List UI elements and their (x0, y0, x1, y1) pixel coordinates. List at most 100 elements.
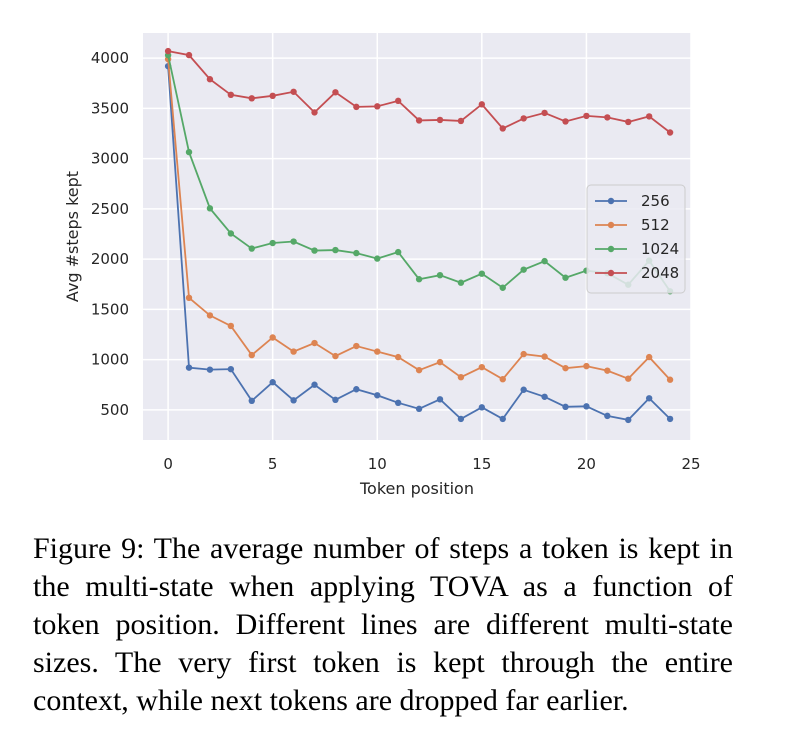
data-point (541, 353, 548, 360)
data-point (185, 294, 193, 302)
data-point (311, 381, 318, 388)
data-point (583, 112, 590, 120)
data-point (457, 373, 465, 381)
data-point (353, 342, 360, 350)
data-point (436, 396, 444, 403)
legend-marker (607, 245, 615, 253)
data-point (269, 379, 276, 386)
data-point (394, 97, 402, 105)
y-axis-label: Avg #steps kept (63, 171, 82, 302)
data-point (562, 274, 569, 281)
data-point (415, 117, 423, 124)
series-2048 (164, 47, 674, 136)
data-point (645, 113, 653, 120)
data-point (520, 115, 527, 122)
data-point (248, 245, 255, 252)
data-point (374, 255, 381, 262)
data-point (562, 118, 569, 125)
data-point (185, 364, 193, 371)
data-point (353, 103, 360, 111)
data-point (332, 352, 339, 360)
data-point (394, 248, 402, 256)
series-512 (164, 55, 674, 383)
x-axis-label: Token position (359, 479, 474, 498)
data-point (394, 399, 402, 407)
data-point (625, 416, 632, 424)
data-point (290, 348, 297, 355)
data-point (269, 239, 276, 247)
data-point (604, 367, 611, 374)
data-point (478, 101, 486, 108)
series-256 (164, 62, 674, 424)
y-tick-label: 4000 (91, 49, 129, 67)
legend-item-2048: 2048 (595, 264, 679, 282)
data-point (227, 365, 235, 373)
data-point (290, 88, 297, 95)
y-tick-label: 2500 (91, 200, 129, 218)
x-tick-label: 5 (268, 455, 278, 473)
data-point (562, 364, 569, 372)
x-tick-label: 15 (472, 455, 491, 473)
data-point (645, 353, 653, 361)
data-point (666, 129, 674, 136)
legend-label: 2048 (641, 264, 679, 282)
x-tick-label: 10 (368, 455, 387, 473)
data-point (311, 109, 318, 116)
data-point (311, 247, 318, 254)
data-point (499, 284, 506, 291)
data-point (374, 348, 381, 355)
data-point (206, 366, 214, 373)
y-tick-label: 3000 (91, 150, 129, 168)
figure-caption: Figure 9: The average number of steps a … (33, 532, 733, 717)
legend-marker (607, 221, 615, 229)
data-point (185, 148, 193, 156)
data-point (499, 125, 506, 132)
x-tick-labels: 0 5 10 15 20 25 (163, 455, 700, 473)
data-point (499, 376, 506, 383)
legend-item-512: 512 (595, 216, 670, 234)
data-point (206, 312, 214, 319)
y-tick-label: 1500 (91, 300, 129, 318)
y-tick-label: 500 (100, 401, 129, 419)
data-point (436, 271, 444, 279)
data-point (227, 91, 235, 99)
data-point (227, 322, 235, 330)
data-point (374, 103, 381, 110)
data-point (520, 386, 527, 393)
legend-item-1024: 1024 (595, 240, 679, 258)
legend-box (586, 184, 686, 294)
data-point (541, 109, 548, 117)
data-point (625, 118, 632, 126)
data-point (290, 397, 297, 404)
y-tick-label: 2000 (91, 250, 129, 268)
data-point (604, 114, 611, 121)
data-point (164, 47, 172, 55)
legend: 256 512 1024 2048 (586, 184, 686, 294)
data-point (332, 246, 339, 254)
data-point (353, 386, 360, 393)
data-point (520, 350, 527, 358)
data-point (332, 396, 339, 404)
data-point (562, 403, 569, 411)
legend-label: 256 (641, 192, 670, 210)
legend-marker (607, 197, 615, 205)
data-point (206, 205, 214, 212)
data-point (583, 403, 590, 410)
data-point (248, 397, 255, 405)
data-point (248, 351, 255, 359)
data-point (415, 405, 423, 413)
y-tick-label: 3500 (91, 99, 129, 117)
data-point (457, 415, 465, 423)
data-point (583, 362, 590, 370)
data-point (478, 270, 486, 277)
data-point (290, 238, 297, 245)
data-point (185, 51, 193, 59)
data-point (541, 393, 548, 400)
data-point (645, 395, 653, 402)
line-chart: 0 5 10 15 20 25 500 1000 1500 2000 2500 3000 3500 40… (63, 33, 701, 498)
data-point (478, 363, 486, 371)
data-point (541, 257, 548, 265)
data-point (248, 95, 255, 102)
data-point (415, 366, 423, 374)
